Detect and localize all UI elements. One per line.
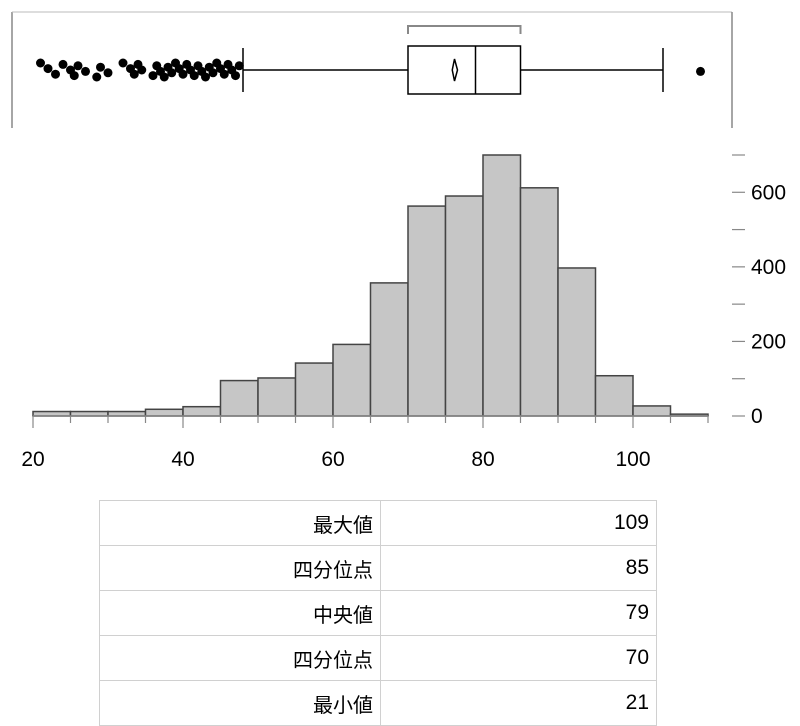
table-row: 最小値 21 [99, 680, 657, 726]
outlier-point [208, 68, 218, 78]
x-tick-label: 40 [171, 448, 194, 471]
histogram-bar [594, 374, 634, 417]
shortest-half-bracket [407, 25, 522, 34]
stat-value: 21 [380, 680, 657, 726]
table-row: 四分位点 70 [99, 635, 657, 681]
stat-label: 最大値 [99, 500, 381, 546]
x-axis: 20 40 60 80 100 [21, 415, 709, 471]
histogram-bar [444, 195, 484, 417]
outlier-point [103, 68, 113, 78]
table-row: 四分位点 85 [99, 545, 657, 591]
table-row: 中央値 79 [99, 590, 657, 636]
outlier-point [231, 71, 240, 81]
mean-diamond [451, 58, 459, 82]
chart-area: 20 40 60 80 100 0 200 400 600 [11, 11, 786, 471]
y-tick-label: 0 [751, 405, 763, 428]
histogram-bar [557, 267, 597, 417]
outlier-point [167, 68, 177, 78]
outlier-point [92, 72, 102, 82]
histogram-bar [219, 379, 259, 417]
outlier-point [51, 69, 60, 79]
x-tick-label: 80 [471, 448, 494, 471]
stat-label: 中央値 [99, 590, 381, 636]
stat-label: 最小値 [99, 680, 381, 726]
iqr-box [407, 45, 522, 95]
stat-value: 70 [380, 635, 657, 681]
histogram-bar [407, 205, 447, 417]
stat-label: 四分位点 [99, 635, 381, 681]
histogram-bar [482, 154, 522, 417]
outlier-point [178, 69, 188, 79]
outlier-point [36, 58, 45, 68]
stat-value: 109 [380, 500, 657, 546]
histogram-bar [294, 362, 334, 417]
x-tick-label: 100 [615, 448, 650, 471]
y-tick-label: 600 [751, 181, 786, 204]
box-plot-panel [11, 11, 733, 128]
outlier-point [137, 65, 147, 75]
outlier-point [148, 71, 158, 81]
y-tick-label: 400 [751, 256, 786, 279]
outlier-point [219, 69, 229, 79]
outlier-point [96, 62, 105, 72]
outlier-point [43, 64, 53, 74]
outlier-point [73, 61, 83, 71]
outlier-point [201, 72, 210, 82]
histogram-bar [632, 405, 672, 417]
outlier-point [69, 71, 79, 81]
histogram-bar [182, 405, 222, 417]
outlier-point [189, 71, 199, 81]
y-tick-label: 200 [751, 330, 786, 353]
y-axis: 0 200 400 600 [732, 154, 786, 428]
outlier-point [118, 58, 128, 68]
x-tick-label: 60 [321, 448, 344, 471]
stat-value: 79 [380, 590, 657, 636]
outlier-point [81, 66, 90, 76]
histogram-bar [257, 377, 297, 417]
outlier-point [696, 66, 705, 76]
histogram-bar [369, 282, 409, 417]
outlier-points [36, 58, 705, 82]
x-tick-label: 20 [21, 448, 44, 471]
outlier-point [234, 61, 244, 71]
histogram-bar [332, 343, 372, 417]
table-row: 最大値 109 [99, 500, 657, 546]
outlier-point [129, 69, 139, 79]
stat-value: 85 [380, 545, 657, 591]
histogram-panel [32, 154, 709, 417]
outlier-point [159, 72, 169, 82]
quantiles-table: 最大値 109 四分位点 85 中央値 79 四分位点 70 最小値 21 [99, 500, 657, 726]
histogram-bar [519, 187, 559, 417]
stat-label: 四分位点 [99, 545, 381, 591]
histogram-bar [144, 408, 184, 417]
outlier-point [58, 59, 68, 69]
